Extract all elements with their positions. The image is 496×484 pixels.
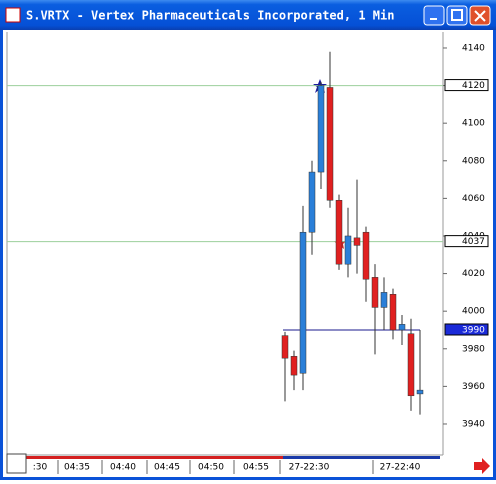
window-title: S.VRTX - Vertex Pharmaceuticals Incorpor… (26, 9, 394, 23)
candle-body (281, 335, 289, 359)
candle-body (326, 87, 334, 201)
candle-body (416, 389, 424, 395)
candle-body (299, 231, 307, 374)
reference-label: 4120 (462, 81, 485, 91)
y-tick-label: 4000 (462, 307, 485, 317)
reference-label-box (444, 323, 489, 336)
y-tick-label: 3980 (462, 344, 485, 354)
candle-body (353, 237, 361, 246)
candle-body (344, 235, 352, 265)
reference-label-box (444, 235, 489, 248)
y-tick-label: 3940 (462, 419, 485, 429)
y-tick-label: 4060 (462, 194, 485, 204)
close-icon (474, 10, 486, 22)
candle-body (389, 294, 397, 331)
x-tick-label: 04:35 (64, 463, 90, 473)
app-icon (5, 7, 21, 23)
candle-body (398, 324, 406, 331)
y-tick-label: 3960 (462, 382, 485, 392)
reference-label: 4037 (462, 237, 485, 247)
x-tick-label: 04:55 (243, 463, 269, 473)
maximize-button[interactable] (446, 5, 468, 26)
candle-body (407, 333, 415, 397)
scroll-arrow[interactable] (474, 458, 490, 474)
x-tick-label: 04:50 (198, 463, 224, 473)
candle-body (380, 292, 388, 308)
corner-box[interactable] (6, 453, 27, 474)
candle-body (362, 231, 370, 280)
minimize-button[interactable] (423, 5, 445, 26)
y-tick-label: 4020 (462, 269, 485, 279)
x-tick-label: :30 (33, 463, 48, 473)
y-tick-label: 4100 (462, 119, 485, 129)
reference-label: 3990 (462, 325, 485, 335)
x-tick-label: 27-22:40 (380, 463, 421, 473)
minimize-icon (430, 18, 437, 20)
window-buttons[interactable] (423, 5, 491, 26)
y-tick-label: 4140 (462, 43, 485, 53)
session-bar-regular (283, 456, 440, 459)
y-tick-label: 4080 (462, 156, 485, 166)
candle-body (371, 277, 379, 308)
reference-label-box (444, 79, 489, 92)
title-bar (0, 0, 496, 30)
x-tick-label: 27-22:30 (289, 463, 330, 473)
session-bar-pre (7, 456, 283, 459)
candle-body (308, 171, 316, 233)
candle-body (335, 200, 343, 265)
candle-body (290, 356, 298, 376)
x-tick-label: 04:40 (110, 463, 136, 473)
candle-body (317, 85, 325, 173)
x-tick-label: 04:45 (154, 463, 180, 473)
maximize-icon (451, 9, 463, 21)
